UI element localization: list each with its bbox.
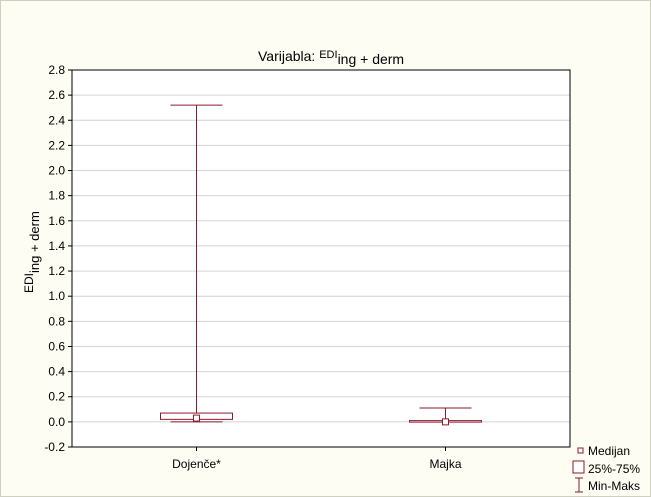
y-tick-label: 2.2 <box>48 138 65 152</box>
median-marker <box>442 418 449 426</box>
y-tick-label: 2.8 <box>48 63 65 77</box>
chart-title: Varijabla: EDIing + derm <box>258 48 404 67</box>
plot-background <box>72 70 570 447</box>
y-tick-label: 1.4 <box>48 239 65 253</box>
legend-label-median: Medijan <box>588 444 630 458</box>
legend-label-minmax: Min-Maks <box>588 479 640 493</box>
y-tick-label: 0.6 <box>48 339 65 353</box>
legend-label-iqr: 25%-75% <box>588 462 640 476</box>
y-tick-label: 1.6 <box>48 214 65 228</box>
median-marker <box>193 414 200 422</box>
y-tick-label: 0.2 <box>48 390 65 404</box>
y-tick-label: 2.0 <box>48 164 65 178</box>
box-1 <box>409 407 482 426</box>
y-tick-label: 2.6 <box>48 88 65 102</box>
box-0 <box>160 104 233 423</box>
y-tick-label: -0.2 <box>44 440 65 454</box>
plot-border <box>71 69 571 448</box>
y-tick-label: 1.0 <box>48 289 65 303</box>
legend-box-symbol <box>572 460 585 474</box>
y-tick-label: 0.8 <box>48 314 65 328</box>
y-tick-label: 0.4 <box>48 365 65 379</box>
y-tick-label: 1.2 <box>48 264 65 278</box>
y-tick-label: 2.4 <box>48 113 65 127</box>
y-axis-label: EDIing + derm <box>22 211 42 293</box>
plot-area: -0.2 0.0 0.2 0.4 0.6 0.8 1.0 1.2 1.4 1.6 1.8 2.0 2.2… <box>44 63 571 471</box>
y-tick-label: 1.8 <box>48 189 65 203</box>
svg-text:EDIing + derm: EDIing + derm <box>22 211 42 293</box>
legend-median-symbol <box>577 447 584 454</box>
x-tick-label: Majka <box>429 457 461 471</box>
y-tick-label: 0.0 <box>48 415 65 429</box>
legend: Medijan 25%-75% Min-Maks <box>572 444 640 493</box>
x-tick-label: Dojenče* <box>172 457 221 471</box>
